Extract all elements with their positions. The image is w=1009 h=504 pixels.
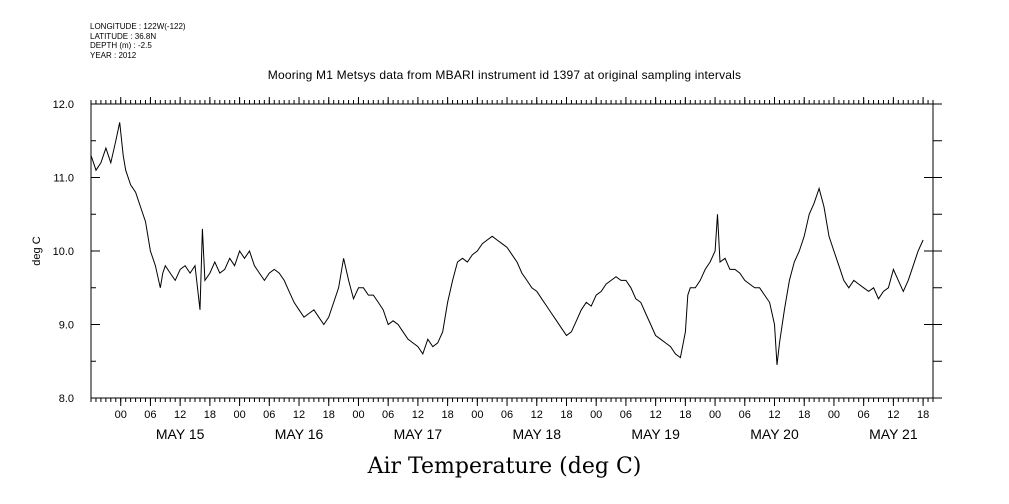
day-label: MAY 21 <box>869 426 918 442</box>
hour-tick-label: 18 <box>798 409 810 421</box>
hour-tick-label: 12 <box>768 409 780 421</box>
y-tick-label: 11.0 <box>53 173 74 185</box>
y-tick-label: 8.0 <box>59 393 74 405</box>
hour-tick-label: 00 <box>828 409 840 421</box>
hour-tick-label: 12 <box>531 409 543 421</box>
hour-tick-label: 00 <box>709 409 721 421</box>
longitude-text: LONGITUDE : 122W(-122) <box>90 22 186 31</box>
hour-tick-label: 06 <box>858 409 870 421</box>
hour-tick-label: 06 <box>620 409 632 421</box>
tick-marks <box>90 97 942 406</box>
hour-tick-label: 12 <box>412 409 424 421</box>
hour-tick-label: 06 <box>739 409 751 421</box>
y-tick-label: 12.0 <box>53 99 74 111</box>
series-line <box>90 122 924 365</box>
depth-text: DEPTH (m) : -2.5 <box>90 41 152 50</box>
hour-tick-label: 00 <box>233 409 245 421</box>
day-label: MAY 15 <box>156 426 205 442</box>
y-axis-label: deg C <box>31 236 43 265</box>
hour-tick-label: 00 <box>471 409 483 421</box>
plot-frame <box>90 103 934 399</box>
hour-tick-label: 18 <box>323 409 335 421</box>
day-label: MAY 18 <box>513 426 562 442</box>
y-tick-label: 10.0 <box>53 246 74 258</box>
hour-tick-label: 00 <box>590 409 602 421</box>
hour-tick-label: 06 <box>144 409 156 421</box>
hour-tick-label: 00 <box>115 409 127 421</box>
day-label: MAY 19 <box>631 426 680 442</box>
day-label: MAY 16 <box>275 426 324 442</box>
y-tick-label: 9.0 <box>59 320 74 332</box>
hour-tick-label: 00 <box>352 409 364 421</box>
axes <box>90 103 934 399</box>
hour-tick-label: 06 <box>263 409 275 421</box>
hour-tick-label: 12 <box>650 409 662 421</box>
chart-title: Mooring M1 Metsys data from MBARI instru… <box>267 68 742 82</box>
hour-tick-label: 12 <box>887 409 899 421</box>
x-axis-label: Air Temperature (deg C) <box>367 454 642 479</box>
hour-tick-label: 12 <box>174 409 186 421</box>
day-label: MAY 20 <box>750 426 799 442</box>
hour-tick-label: 18 <box>204 409 216 421</box>
hour-tick-label: 18 <box>679 409 691 421</box>
year-text: YEAR : 2012 <box>90 50 137 60</box>
series <box>90 122 924 365</box>
latitude-text: LATITUDE : 36.8N <box>90 31 157 41</box>
hour-tick-label: 06 <box>501 409 513 421</box>
tick-labels: 8.0 9.0 10.0 11.0 12.0 00 06 12 18 00 06 12 18 00 06 12… <box>53 99 930 442</box>
day-label: MAY 17 <box>394 426 443 442</box>
metadata-block: LONGITUDE : 122W(-122) LATITUDE : 36.8N … <box>90 22 186 60</box>
hour-tick-label: 18 <box>917 409 929 421</box>
hour-tick-label: 18 <box>441 409 453 421</box>
hour-tick-label: 06 <box>382 409 394 421</box>
hour-tick-label: 12 <box>293 409 305 421</box>
hour-tick-label: 18 <box>560 409 572 421</box>
